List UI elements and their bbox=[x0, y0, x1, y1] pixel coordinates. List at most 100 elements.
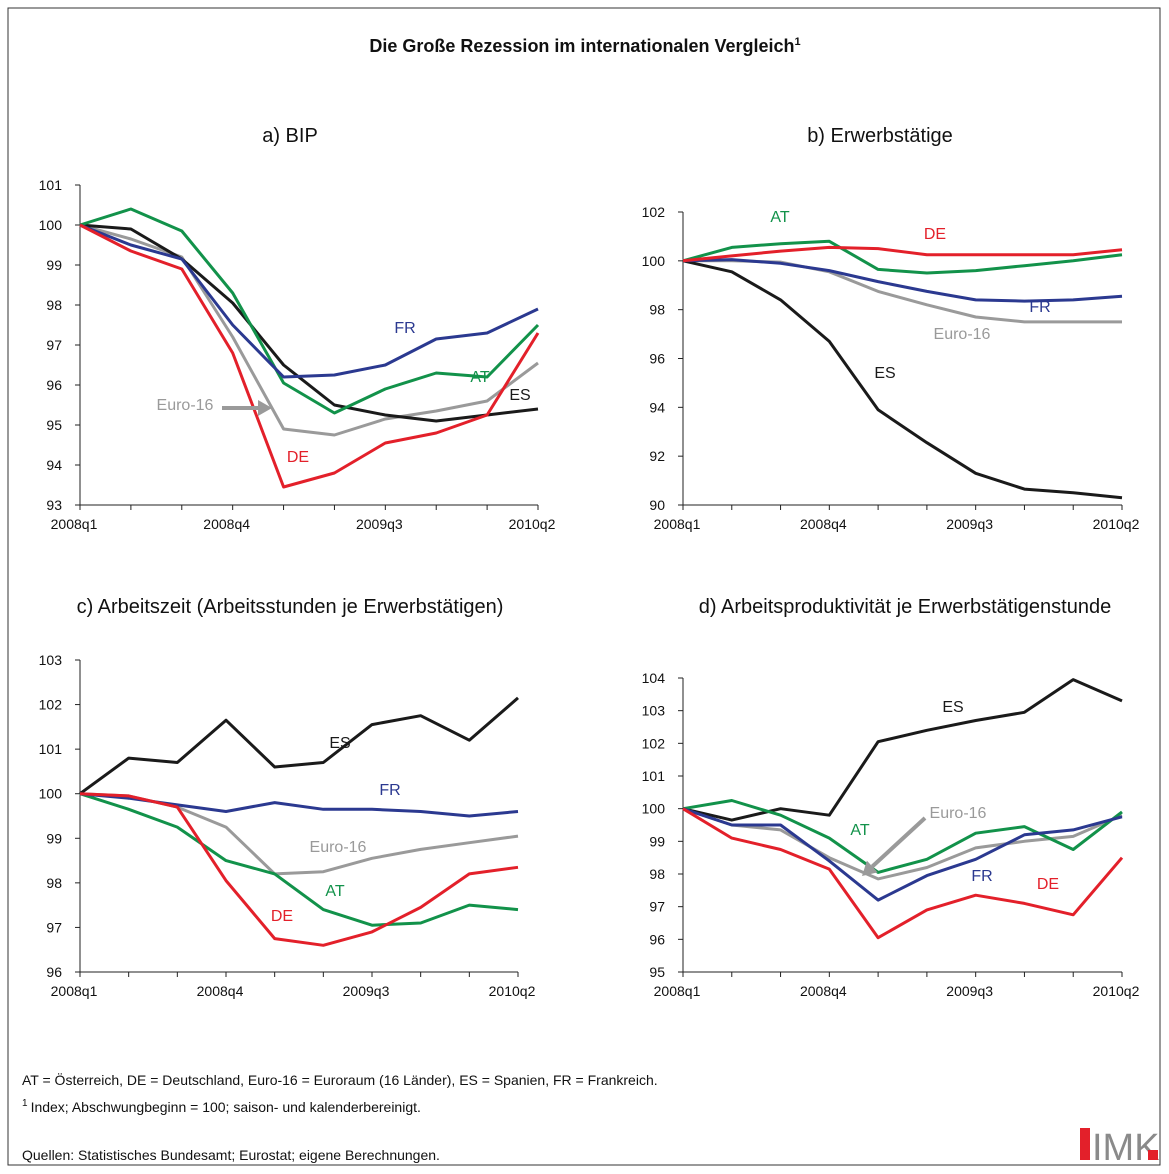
footnote-text: Index; Abschwungbeginn = 100; saison- un… bbox=[31, 1099, 421, 1115]
x-tick-label: 2009q3 bbox=[946, 983, 993, 999]
series-line bbox=[79, 223, 539, 423]
y-tick-label: 95 bbox=[649, 964, 665, 980]
series-line bbox=[682, 799, 1123, 874]
series-line bbox=[79, 792, 519, 947]
chart-subtitle: b) Erwerbstätige bbox=[807, 125, 953, 147]
logo-dot bbox=[1148, 1150, 1158, 1160]
chart-subtitle: c) Arbeitszeit (Arbeitsstunden je Erwerb… bbox=[77, 596, 504, 618]
series-line bbox=[682, 807, 1123, 902]
y-tick-label: 90 bbox=[649, 497, 665, 513]
series-line bbox=[682, 807, 1124, 940]
y-tick-label: 94 bbox=[46, 457, 62, 473]
y-tick-label: 102 bbox=[642, 204, 666, 220]
y-tick-label: 96 bbox=[46, 377, 62, 393]
series-label: Euro-16 bbox=[310, 839, 367, 856]
y-tick-label: 102 bbox=[39, 697, 63, 713]
y-tick-label: 98 bbox=[649, 866, 665, 882]
series-line bbox=[682, 239, 1123, 275]
arrow-shaft bbox=[870, 816, 927, 868]
series-label: FR bbox=[1029, 299, 1050, 316]
series-line bbox=[79, 207, 540, 415]
x-tick-label: 2008q4 bbox=[800, 983, 847, 999]
y-tick-label: 104 bbox=[642, 670, 666, 686]
y-tick-label: 103 bbox=[642, 703, 666, 719]
y-tick-label: 101 bbox=[642, 768, 666, 784]
x-tick-label: 2008q1 bbox=[51, 516, 98, 532]
y-tick-label: 100 bbox=[39, 217, 63, 233]
series-label: AT bbox=[770, 209, 789, 226]
series-line bbox=[79, 696, 519, 795]
x-tick-label: 2010q2 bbox=[509, 516, 556, 532]
x-tick-label: 2010q2 bbox=[1093, 516, 1140, 532]
series-label: Euro-16 bbox=[934, 326, 991, 343]
series-label: ES bbox=[509, 387, 530, 404]
source: Quellen: Statistisches Bundesamt; Eurost… bbox=[22, 1147, 440, 1163]
series-label: FR bbox=[379, 782, 400, 799]
series-line bbox=[682, 245, 1123, 263]
title-note: 1 bbox=[795, 36, 801, 48]
series-line bbox=[79, 223, 540, 489]
y-tick-label: 92 bbox=[649, 448, 665, 464]
series-line bbox=[79, 792, 519, 927]
series-label: DE bbox=[287, 449, 309, 466]
footnote: 1 Index; Abschwungbeginn = 100; saison- u… bbox=[22, 1098, 421, 1115]
series-label: FR bbox=[394, 320, 415, 337]
series-line bbox=[682, 678, 1123, 822]
x-tick-label: 2008q4 bbox=[203, 516, 250, 532]
series-label: Euro-16 bbox=[157, 397, 214, 414]
y-tick-label: 93 bbox=[46, 497, 62, 513]
arrow-head bbox=[258, 400, 272, 416]
figure-title: Die Große Rezession im internationalen V… bbox=[369, 36, 800, 56]
notes: AT = Österreich, DE = Deutschland, Euro-… bbox=[22, 1071, 658, 1088]
x-tick-label: 2010q2 bbox=[1093, 983, 1140, 999]
y-tick-label: 102 bbox=[642, 735, 666, 751]
series-label: AT bbox=[850, 822, 869, 839]
chart-subtitle: a) BIP bbox=[262, 125, 318, 147]
y-tick-label: 101 bbox=[39, 741, 63, 757]
logo-bar bbox=[1080, 1128, 1090, 1160]
series-line bbox=[682, 259, 1123, 500]
series-label: AT bbox=[470, 369, 489, 386]
series-label: Euro-16 bbox=[930, 805, 987, 822]
series-line bbox=[682, 807, 1123, 881]
x-tick-label: 2008q4 bbox=[800, 516, 847, 532]
x-tick-label: 2008q1 bbox=[51, 983, 98, 999]
x-tick-label: 2010q2 bbox=[489, 983, 536, 999]
y-tick-label: 97 bbox=[649, 899, 665, 915]
x-tick-label: 2009q3 bbox=[343, 983, 390, 999]
x-tick-label: 2009q3 bbox=[946, 516, 993, 532]
y-tick-label: 98 bbox=[649, 302, 665, 318]
frame bbox=[7, 7, 1161, 1166]
series-label: AT bbox=[325, 883, 344, 900]
x-tick-label: 2008q1 bbox=[654, 983, 701, 999]
y-tick-label: 99 bbox=[46, 830, 62, 846]
series-label: ES bbox=[874, 365, 895, 382]
y-tick-label: 98 bbox=[46, 297, 62, 313]
y-tick-label: 96 bbox=[649, 351, 665, 367]
x-tick-label: 2008q1 bbox=[654, 516, 701, 532]
y-tick-label: 96 bbox=[649, 931, 665, 947]
y-tick-label: 96 bbox=[46, 964, 62, 980]
series-label: DE bbox=[1037, 876, 1059, 893]
series-label: FR bbox=[971, 868, 992, 885]
y-tick-label: 100 bbox=[39, 786, 63, 802]
series-line bbox=[79, 223, 539, 437]
chart-subtitle: d) Arbeitsproduktivität je Erwerbstätige… bbox=[699, 596, 1111, 618]
series-label: DE bbox=[924, 226, 946, 243]
arrow-head bbox=[862, 860, 878, 876]
y-tick-label: 95 bbox=[46, 417, 62, 433]
y-tick-label: 99 bbox=[46, 257, 62, 273]
y-tick-label: 98 bbox=[46, 875, 62, 891]
footnote-marker: 1 bbox=[22, 1098, 28, 1109]
y-tick-label: 100 bbox=[642, 253, 666, 269]
logo: IMK bbox=[1092, 1127, 1160, 1169]
series-line bbox=[682, 258, 1123, 303]
series-line bbox=[79, 792, 519, 818]
series-label: ES bbox=[329, 735, 350, 752]
x-tick-label: 2008q4 bbox=[197, 983, 244, 999]
series-line bbox=[79, 223, 539, 379]
title-text: Die Große Rezession im internationalen V… bbox=[369, 36, 794, 56]
x-tick-label: 2009q3 bbox=[356, 516, 403, 532]
y-tick-label: 99 bbox=[649, 833, 665, 849]
